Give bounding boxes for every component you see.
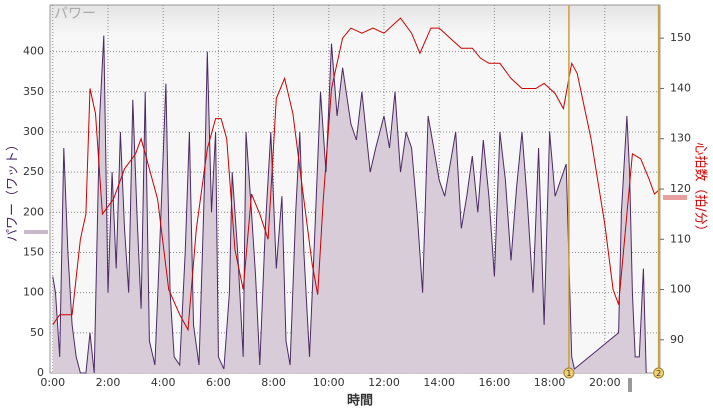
- y2-tick-label: 120: [670, 182, 691, 195]
- x-tick-label: 8:00: [261, 376, 286, 389]
- y-tick-label: 250: [23, 165, 44, 178]
- y-axis-label: パワー（ワット）: [6, 138, 21, 242]
- y-tick-label: 150: [23, 245, 44, 258]
- y-tick-label: 100: [23, 286, 44, 299]
- cursor-handle: [653, 367, 665, 379]
- x-tick-label: 12:00: [368, 376, 400, 389]
- axis-indicator: [663, 195, 687, 200]
- cursor-handle: [563, 367, 575, 379]
- y-tick-label: 50: [30, 326, 44, 339]
- x-tick-label: 10:00: [313, 376, 345, 389]
- x-tick-label: 18:00: [534, 376, 566, 389]
- y-tick-label: 200: [23, 205, 44, 218]
- chart-title: パワー: [54, 6, 96, 22]
- power-line: [52, 35, 647, 374]
- x-tick-label: 6:00: [206, 376, 231, 389]
- y-tick-label: 300: [23, 125, 44, 138]
- cursor-label: 2: [656, 369, 661, 378]
- scroll-indicator: [628, 378, 632, 392]
- y-tick-label: 0: [37, 366, 44, 379]
- y2-tick-label: 150: [670, 31, 691, 44]
- cursor-label: 1: [566, 369, 571, 378]
- power-area: [52, 35, 647, 373]
- y-tick-label: 400: [23, 45, 44, 58]
- x-tick-label: 4:00: [151, 376, 176, 389]
- x-tick-label: 20:00: [589, 376, 621, 389]
- x-tick-label: 16:00: [479, 376, 511, 389]
- y2-axis-label: 心拍数（拍/分）: [693, 142, 708, 237]
- y2-tick-label: 100: [670, 283, 691, 296]
- y2-tick-label: 140: [670, 81, 691, 94]
- x-axis-label: 時間: [347, 393, 373, 409]
- x-tick-label: 14:00: [423, 376, 455, 389]
- y2-tick-label: 110: [670, 232, 691, 245]
- axis-indicator: [24, 230, 48, 234]
- x-tick-label: 0:00: [40, 376, 65, 389]
- y2-tick-label: 90: [670, 333, 684, 346]
- y2-tick-label: 130: [670, 132, 691, 145]
- y-tick-label: 350: [23, 85, 44, 98]
- x-tick-label: 2:00: [96, 376, 121, 389]
